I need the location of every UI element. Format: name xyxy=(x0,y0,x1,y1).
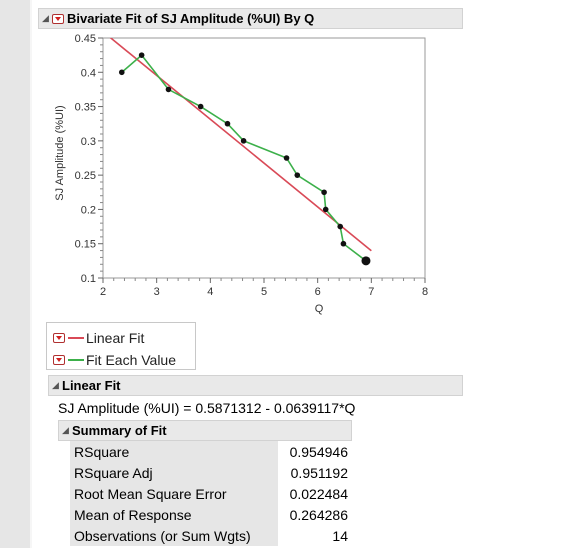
plot-frame xyxy=(102,37,426,279)
linear-fit-header[interactable]: ◢ Linear Fit xyxy=(48,375,463,396)
legend-label: Linear Fit xyxy=(86,330,145,346)
disclosure-triangle-icon[interactable]: ◢ xyxy=(62,425,69,435)
row-value: 0.954946 xyxy=(289,443,348,460)
row-label: Observations (or Sum Wgts) xyxy=(70,525,278,546)
linear-fit-title: Linear Fit xyxy=(62,378,121,393)
data-point xyxy=(337,223,344,230)
y-tick-label: 0.15 xyxy=(75,239,96,251)
y-tick-label: 0.25 xyxy=(75,170,96,182)
bivariate-plot[interactable]: 2 3 4 5 6 7 8 0.1 0.15 0.2 0.25 0.3 0.35 0.4 0.45 Q SJ A… xyxy=(0,0,586,320)
data-point xyxy=(197,103,204,110)
legend-item-linear-fit[interactable]: Linear Fit xyxy=(53,329,144,347)
row-label: RSquare xyxy=(70,441,278,462)
table-row: Root Mean Square Error 0.022484 xyxy=(70,483,348,504)
row-label: RSquare Adj xyxy=(70,462,278,483)
y-axis-title: SJ Amplitude (%UI) xyxy=(54,105,66,200)
legend-swatch xyxy=(68,359,84,361)
summary-of-fit-header[interactable]: ◢ Summary of Fit xyxy=(58,420,352,441)
x-tick-label: 8 xyxy=(422,286,428,298)
legend-label: Fit Each Value xyxy=(86,352,177,368)
data-point xyxy=(165,86,172,93)
row-value: 0.951192 xyxy=(290,464,348,481)
x-tick-label: 2 xyxy=(100,286,106,298)
legend-swatch xyxy=(68,337,84,339)
x-tick-label: 6 xyxy=(315,286,321,298)
y-tick-label: 0.1 xyxy=(81,273,96,285)
y-tick-label: 0.4 xyxy=(81,67,96,79)
y-tick-label: 0.45 xyxy=(75,33,96,45)
linear-fit-line xyxy=(109,38,372,252)
table-row: Mean of Response 0.264286 xyxy=(70,504,348,525)
disclosure-triangle-icon[interactable]: ◢ xyxy=(42,13,49,23)
x-tick-label: 7 xyxy=(368,286,374,298)
legend-item-fit-each-value[interactable]: Fit Each Value xyxy=(53,351,176,369)
x-tick-label: 3 xyxy=(154,286,160,298)
data-point xyxy=(340,240,347,247)
red-triangle-menu-icon[interactable] xyxy=(53,333,65,343)
x-tick-label: 5 xyxy=(261,286,267,298)
x-axis-title: Q xyxy=(315,303,324,315)
data-point xyxy=(321,189,327,196)
y-tick-label: 0.3 xyxy=(81,136,96,148)
data-point xyxy=(322,206,329,213)
data-point xyxy=(283,155,290,161)
disclosure-triangle-icon[interactable]: ◢ xyxy=(52,380,59,390)
row-label: Mean of Response xyxy=(70,504,278,525)
row-label: Root Mean Square Error xyxy=(70,483,278,504)
y-tick-label: 0.35 xyxy=(75,102,96,114)
outline-gutter xyxy=(0,0,30,548)
data-point xyxy=(240,138,247,144)
summary-of-fit-title: Summary of Fit xyxy=(72,423,167,438)
red-triangle-menu-icon[interactable] xyxy=(52,13,64,24)
row-value: 14 xyxy=(332,527,348,544)
data-point xyxy=(294,172,301,178)
data-point xyxy=(118,69,125,76)
report-header[interactable]: ◢ Bivariate Fit of SJ Amplitude (%UI) By… xyxy=(38,8,463,29)
data-point xyxy=(361,256,371,266)
table-row: Observations (or Sum Wgts) 14 xyxy=(70,525,348,546)
x-tick-label: 4 xyxy=(207,286,213,298)
legend: Linear Fit Fit Each Value xyxy=(46,322,196,370)
outline-gutter-edge xyxy=(30,0,32,548)
table-row: RSquare Adj 0.951192 xyxy=(70,462,348,483)
data-point xyxy=(224,120,231,127)
data-point xyxy=(138,52,145,58)
summary-of-fit-table: RSquare 0.954946 RSquare Adj 0.951192 Ro… xyxy=(70,441,348,546)
row-value: 0.264286 xyxy=(289,506,348,523)
row-value: 0.022484 xyxy=(289,485,348,502)
report-title: Bivariate Fit of SJ Amplitude (%UI) By Q xyxy=(67,11,315,26)
fit-equation: SJ Amplitude (%UI) = 0.5871312 - 0.06391… xyxy=(58,400,356,416)
red-triangle-menu-icon[interactable] xyxy=(53,355,65,365)
table-row: RSquare 0.954946 xyxy=(70,441,348,462)
y-tick-label: 0.2 xyxy=(81,204,96,216)
